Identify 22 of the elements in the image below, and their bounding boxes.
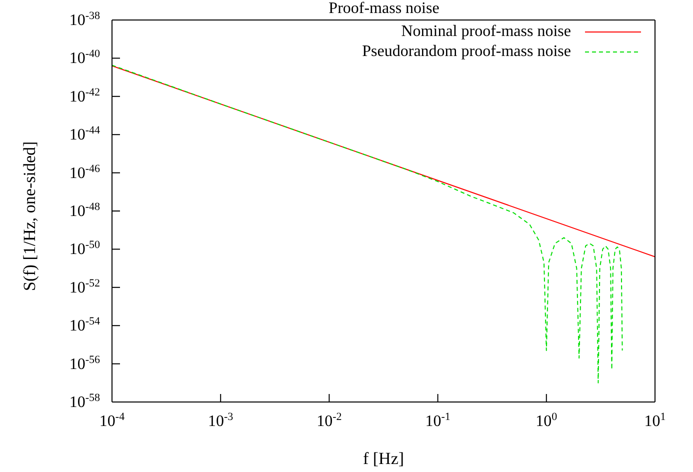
y-tick-label: 10$^{-42}$ [69,86,100,106]
y-tick-label: 10$^{-38}$ [69,10,100,29]
y-tick-label: 10$^{-56}$ [69,354,100,373]
x-tick-label: 10$^{0}$ [536,411,558,430]
y-tick-label: 10$^{-48}$ [69,201,100,220]
y-tick-label: 10$^{-50}$ [69,239,100,258]
chart-title: Proof-mass noise [328,0,440,18]
legend-label: Pseudorandom proof-mass noise [362,43,571,61]
y-tick-label: 10$^{-58}$ [69,392,100,411]
y-axis-title: S(f) [1/Hz, one-sided] [20,141,40,291]
legend-label: Nominal proof-mass noise [401,23,571,41]
x-tick-label: 10$^{-2}$ [316,411,342,430]
x-tick-label: 10$^{1}$ [644,411,666,430]
y-tick-label: 10$^{-54}$ [69,316,100,335]
y-tick-label: 10$^{-52}$ [69,277,100,296]
x-tick-label: 10$^{-4}$ [99,411,126,430]
y-tick-label: 10$^{-40}$ [69,48,100,68]
y-tick-label: 10$^{-46}$ [69,162,100,182]
x-tick-label: 10$^{-3}$ [208,411,234,430]
x-tick-label: 10$^{-1}$ [425,411,450,430]
y-tick-label: 10$^{-44}$ [69,124,100,144]
x-axis-title: f [Hz] [362,449,404,468]
